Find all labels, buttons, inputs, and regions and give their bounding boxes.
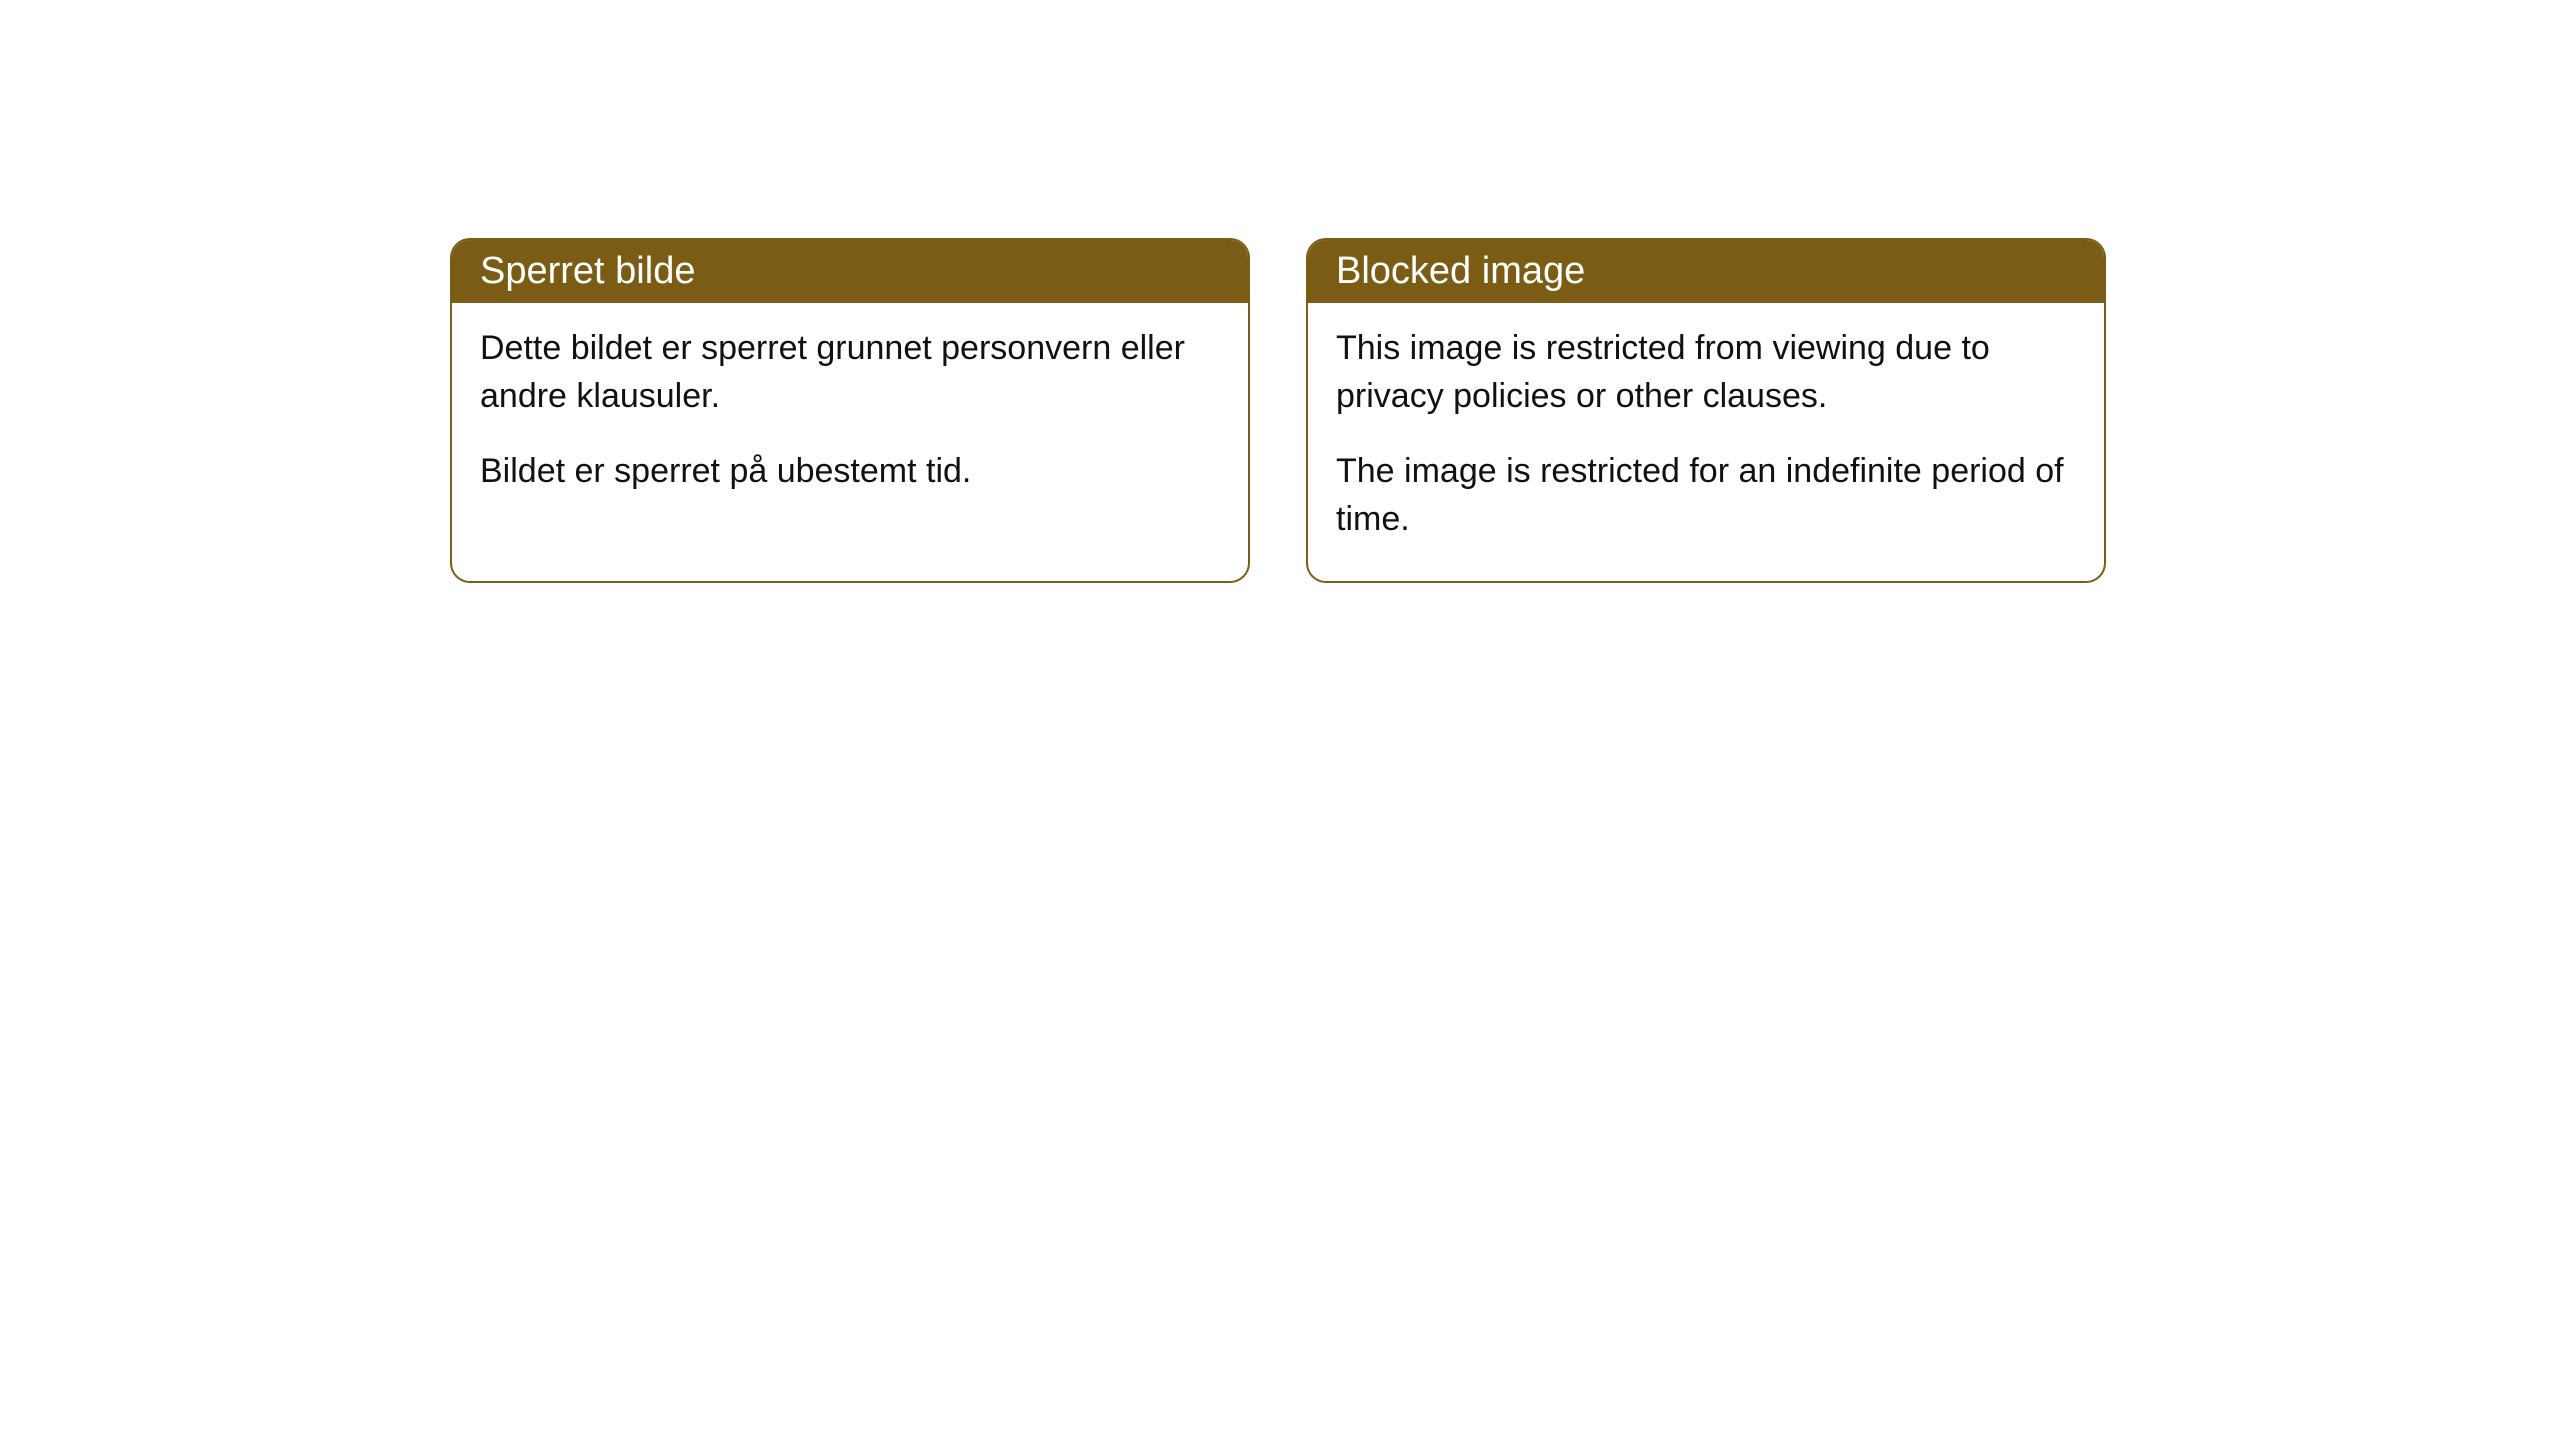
- card-body: This image is restricted from viewing du…: [1308, 303, 2104, 581]
- card-paragraph: This image is restricted from viewing du…: [1336, 325, 2076, 420]
- card-paragraph: The image is restricted for an indefinit…: [1336, 448, 2076, 543]
- notice-card-norwegian: Sperret bilde Dette bildet er sperret gr…: [450, 238, 1250, 583]
- card-paragraph: Dette bildet er sperret grunnet personve…: [480, 325, 1220, 420]
- card-header: Blocked image: [1308, 240, 2104, 303]
- card-header: Sperret bilde: [452, 240, 1248, 303]
- card-body: Dette bildet er sperret grunnet personve…: [452, 303, 1248, 534]
- notice-cards-container: Sperret bilde Dette bildet er sperret gr…: [450, 238, 2560, 583]
- card-title: Sperret bilde: [480, 250, 695, 292]
- card-title: Blocked image: [1336, 250, 1585, 292]
- notice-card-english: Blocked image This image is restricted f…: [1306, 238, 2106, 583]
- card-paragraph: Bildet er sperret på ubestemt tid.: [480, 448, 1220, 496]
